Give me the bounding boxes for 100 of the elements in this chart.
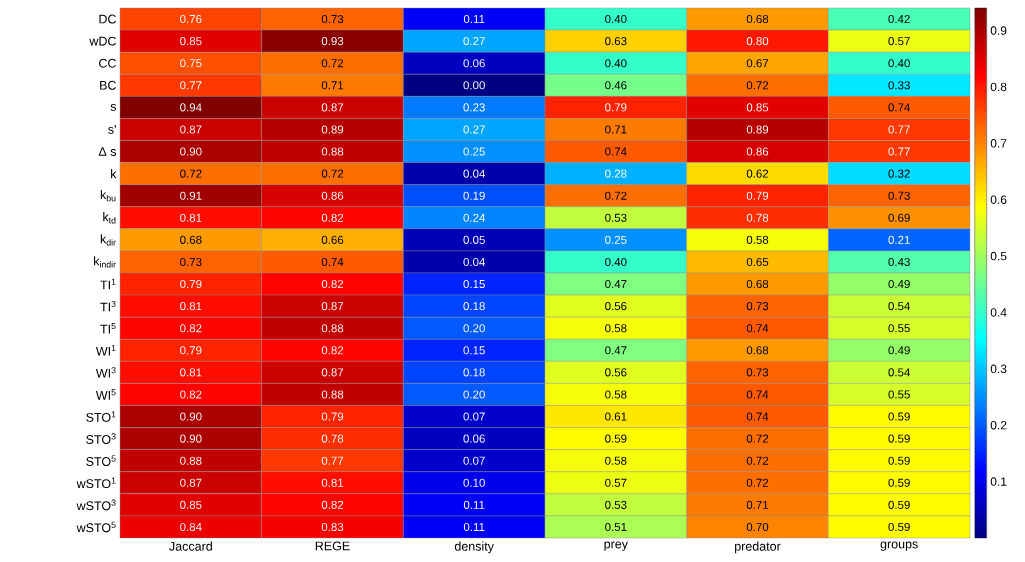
data-label: 0.66 (321, 235, 344, 244)
data-label: 0.88 (321, 324, 344, 333)
data-label: 0.93 (321, 37, 344, 46)
data-label: 0.68 (746, 346, 769, 355)
data-label: 0.15 (463, 279, 485, 289)
data-label: 0.42 (888, 14, 910, 24)
data-label: 0.56 (605, 368, 627, 377)
color-bar-label: 0.9 (990, 26, 1007, 35)
x-tick-label: prey (604, 541, 628, 551)
data-label: 0.59 (888, 412, 910, 421)
data-label: 0.89 (321, 125, 344, 134)
data-label: 0.86 (321, 191, 344, 200)
data-label: 0.87 (321, 103, 344, 112)
y-tick-label: STO$^{5}$ (86, 455, 116, 466)
data-label: 0.21 (888, 235, 910, 244)
data-label: 0.04 (463, 169, 486, 178)
color-bar-label: 0.6 (990, 195, 1007, 204)
color-bar-label: 0.8 (990, 82, 1007, 92)
y-tick-label: k$_{indir}$ (94, 256, 116, 268)
data-label: 0.74 (746, 412, 769, 421)
color-bar-label: 0.3 (990, 364, 1007, 374)
y-tick-label: CC (99, 58, 116, 68)
data-label: 0.53 (605, 500, 627, 509)
data-label: 0.87 (180, 125, 202, 134)
data-label: 0.90 (180, 412, 202, 421)
data-label: 0.06 (463, 434, 485, 443)
data-label: 0.58 (605, 324, 627, 333)
data-label: 0.43 (888, 257, 910, 267)
y-tick-label: TI$^{5}$ (100, 323, 116, 334)
data-label: 0.87 (180, 478, 202, 487)
y-tick-label: WI$^{3}$ (95, 367, 116, 378)
data-label: 0.11 (463, 14, 485, 24)
data-label: 0.18 (463, 302, 485, 311)
data-label: 0.11 (463, 500, 485, 509)
data-label: 0.74 (605, 147, 627, 156)
data-label: 0.72 (746, 456, 769, 465)
data-label: 0.59 (888, 522, 910, 532)
y-tick-label: STO$^{1}$ (86, 411, 116, 422)
data-label: 0.49 (888, 346, 910, 355)
data-label: 0.82 (321, 213, 344, 222)
data-label: 0.15 (463, 346, 485, 355)
data-label: 0.82 (180, 324, 202, 333)
y-tick-label: wSTO$^{1}$ (76, 477, 116, 489)
data-label: 0.33 (888, 81, 910, 90)
data-label: 0.74 (746, 324, 769, 333)
data-label: 0.71 (321, 81, 344, 90)
y-tick-label: DC (99, 14, 116, 24)
data-label: 0.54 (888, 302, 911, 311)
color-bar-label: 0.5 (990, 251, 1007, 261)
data-label: 0.24 (463, 213, 486, 222)
data-label: 0.63 (605, 37, 627, 46)
data-label: 0.77 (888, 147, 910, 156)
data-label: 0.74 (321, 257, 344, 267)
y-tick-label: wSTO$^{5}$ (76, 521, 116, 533)
data-label: 0.85 (180, 37, 202, 46)
data-label: 0.72 (321, 169, 344, 178)
y-tick-label: STO$^{3}$ (86, 433, 116, 444)
data-label: 0.73 (180, 257, 202, 267)
data-label: 0.91 (180, 191, 202, 200)
y-tick-label: Δ s (98, 147, 117, 156)
data-label: 0.82 (321, 346, 344, 355)
data-label: 0.40 (605, 59, 627, 68)
data-label: 0.06 (463, 59, 485, 68)
y-tick-label: TI$^{3}$ (100, 300, 116, 312)
data-label: 0.94 (180, 103, 202, 112)
data-label: 0.79 (605, 103, 627, 112)
data-label: 0.18 (463, 368, 485, 377)
data-label: 0.72 (180, 169, 202, 178)
data-label: 0.72 (746, 478, 769, 487)
data-label: 0.79 (321, 412, 344, 421)
data-label: 0.90 (180, 434, 202, 443)
data-label: 0.56 (605, 302, 627, 311)
data-label: 0.58 (746, 235, 769, 244)
y-tick-label: k$_{bu}$ (100, 190, 116, 202)
data-label: 0.87 (321, 302, 344, 311)
data-label: 0.82 (180, 390, 202, 399)
y-tick-label: WI$^{1}$ (95, 345, 116, 356)
data-label: 0.55 (888, 324, 910, 333)
data-label: 0.05 (463, 235, 485, 244)
data-label: 0.71 (746, 500, 769, 509)
data-label: 0.10 (463, 478, 485, 487)
color-bar-label: 0.7 (990, 139, 1007, 148)
data-label: 0.59 (888, 434, 910, 443)
data-label: 0.90 (180, 147, 202, 156)
x-tick-label: predator (735, 541, 781, 554)
x-tick-label: Jaccard (169, 541, 212, 551)
data-label: 0.68 (746, 14, 769, 24)
data-label: 0.72 (605, 191, 627, 200)
y-tick-label: wSTO$^{3}$ (76, 499, 116, 511)
data-label: 0.73 (746, 302, 769, 311)
data-label: 0.81 (321, 478, 344, 487)
data-label: 0.79 (180, 346, 202, 355)
data-label: 0.59 (888, 456, 910, 465)
data-label: 0.57 (605, 478, 627, 487)
data-label: 0.81 (180, 302, 202, 311)
data-label: 0.40 (605, 14, 627, 24)
data-label: 0.76 (180, 14, 202, 24)
data-label: 0.78 (321, 434, 344, 443)
y-tick-label: k$_{dir}$ (100, 234, 116, 246)
data-label: 0.74 (746, 390, 769, 399)
